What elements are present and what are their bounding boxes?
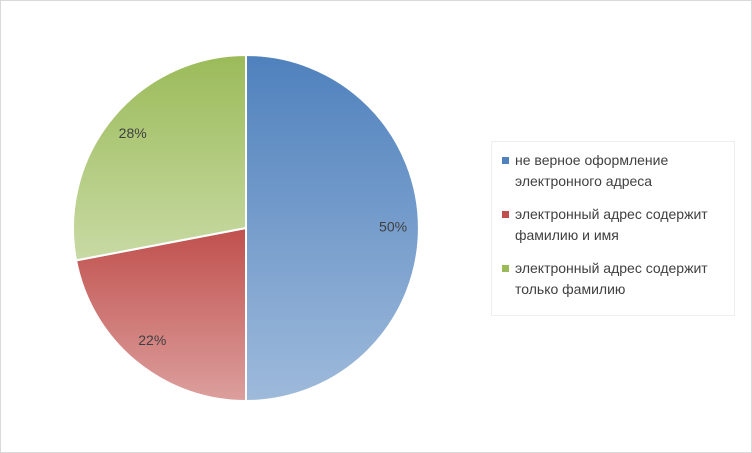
- data-label: 22%: [138, 332, 166, 348]
- legend-swatch: [502, 265, 509, 272]
- pie-slice: [245, 53, 420, 403]
- legend-item: электронный адрес содержит только фамили…: [502, 258, 728, 300]
- legend-swatch: [502, 211, 509, 218]
- legend-swatch: [502, 157, 509, 164]
- pie-slice: [72, 53, 247, 262]
- pie-slice: [74, 226, 247, 403]
- legend: не верное оформление электронного адреса…: [491, 141, 735, 316]
- data-label: 50%: [379, 219, 407, 235]
- legend-label: электронный адрес содержит только фамили…: [515, 260, 708, 297]
- legend-label: электронный адрес содержит фамилию и имя: [515, 206, 708, 243]
- legend-label: не верное оформление электронного адреса: [515, 152, 669, 189]
- legend-item: электронный адрес содержит фамилию и имя: [502, 204, 728, 246]
- legend-item: не верное оформление электронного адреса: [502, 150, 728, 192]
- data-label: 28%: [119, 125, 147, 141]
